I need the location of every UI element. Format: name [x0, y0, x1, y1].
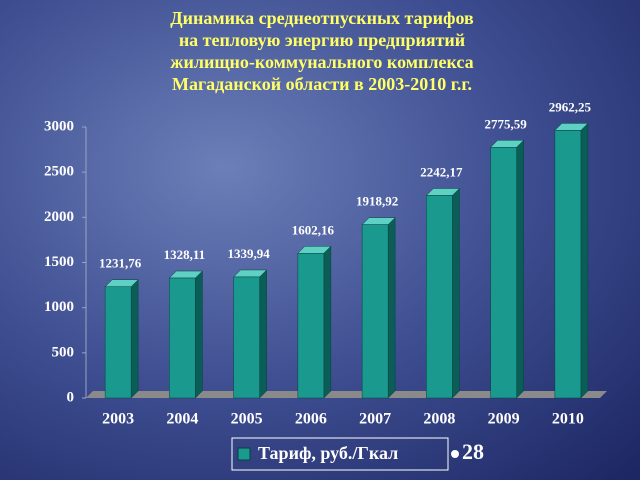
value-label: 1339,94: [228, 246, 271, 261]
y-tick-label: 1000: [44, 299, 74, 315]
value-label: 2242,17: [420, 164, 463, 179]
bullet: [451, 450, 459, 458]
title-line: Магаданской области в 2003-2010 г.г.: [172, 74, 472, 94]
bar: [104, 286, 132, 399]
bar-side: [516, 139, 524, 399]
bar: [361, 224, 389, 399]
bar-side: [580, 122, 589, 399]
value-label: 1328,11: [164, 247, 206, 262]
x-tick-label: 2005: [231, 411, 263, 428]
x-tick-label: 2004: [166, 411, 198, 428]
bar: [426, 195, 453, 399]
floor: [86, 391, 607, 398]
bar-side: [323, 245, 332, 399]
y-tick-label: 2000: [44, 209, 74, 225]
bar: [297, 253, 325, 399]
legend-box: [231, 437, 449, 471]
bar-side: [452, 187, 460, 399]
value-label: 2962,25: [549, 99, 592, 114]
x-tick-label: 2008: [423, 411, 455, 428]
value-label: 1918,92: [356, 194, 398, 209]
bar: [490, 147, 517, 399]
value-label: 1231,76: [99, 256, 142, 271]
title-line: жилищно-коммунального комплекса: [170, 52, 473, 72]
value-label: 1602,16: [292, 222, 335, 237]
y-tick-label: 3000: [44, 118, 74, 134]
title-line: Динамика среднеотпускных тарифов: [170, 8, 474, 28]
legend-label: Тариф, руб./Гкал: [258, 443, 398, 463]
x-tick-label: 2010: [552, 411, 584, 428]
slide-number: 28: [462, 439, 484, 464]
bar: [554, 130, 582, 399]
x-tick-label: 2003: [102, 411, 134, 428]
y-tick-label: 1500: [44, 254, 74, 270]
title-line: на тепловую энергию предприятий: [179, 30, 465, 50]
bar: [233, 276, 260, 399]
bar-side: [259, 269, 267, 399]
bar-side: [130, 279, 139, 399]
bar: [169, 277, 196, 399]
value-label: 2775,59: [485, 116, 528, 131]
bar-side: [195, 270, 203, 399]
y-tick-label: 500: [52, 344, 75, 360]
x-tick-label: 2007: [359, 411, 391, 428]
y-tick-label: 2500: [44, 164, 74, 180]
x-tick-label: 2009: [488, 411, 520, 428]
bar-side: [387, 217, 396, 399]
x-tick-label: 2006: [295, 411, 327, 428]
legend-swatch: [237, 447, 251, 461]
y-tick-label: 0: [67, 389, 75, 405]
